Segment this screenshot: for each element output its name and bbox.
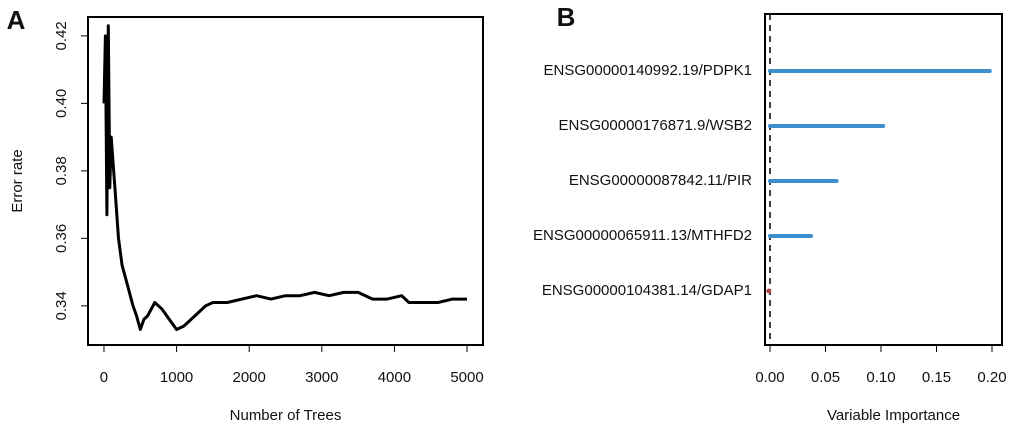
y-tick-label: 0.34 xyxy=(53,291,70,320)
error-line xyxy=(102,24,467,331)
panel-label: A xyxy=(7,5,26,35)
x-axis-title: Variable Importance xyxy=(827,407,960,424)
importance-dot xyxy=(766,288,772,294)
category-label: ENSG00000087842.11/PIR xyxy=(569,172,752,189)
x-tick-label: 5000 xyxy=(450,369,483,386)
y-tick-label: 0.36 xyxy=(53,224,70,253)
y-tick-label: 0.40 xyxy=(53,89,70,118)
x-tick-label: 0.15 xyxy=(922,369,951,386)
x-tick-label: 0 xyxy=(100,369,108,386)
category-label: ENSG00000176871.9/WSB2 xyxy=(559,117,752,134)
y-tick-label: 0.42 xyxy=(53,21,70,50)
x-tick-label: 0.20 xyxy=(977,369,1006,386)
x-tick-label: 0.05 xyxy=(811,369,840,386)
y-tick-label: 0.38 xyxy=(53,156,70,185)
x-axis-title: Number of Trees xyxy=(230,407,342,424)
x-tick-label: 4000 xyxy=(378,369,411,386)
x-tick-label: 0.00 xyxy=(755,369,784,386)
category-label: ENSG00000065911.13/MTHFD2 xyxy=(533,227,752,244)
panel-label: B xyxy=(557,2,576,32)
x-tick-label: 2000 xyxy=(233,369,266,386)
x-tick-label: 0.10 xyxy=(866,369,895,386)
x-tick-label: 1000 xyxy=(160,369,193,386)
category-label: ENSG00000140992.19/PDPK1 xyxy=(544,62,752,79)
y-axis-title: Error rate xyxy=(9,149,26,212)
x-tick-label: 3000 xyxy=(305,369,338,386)
category-label: ENSG00000104381.14/GDAP1 xyxy=(542,282,752,299)
